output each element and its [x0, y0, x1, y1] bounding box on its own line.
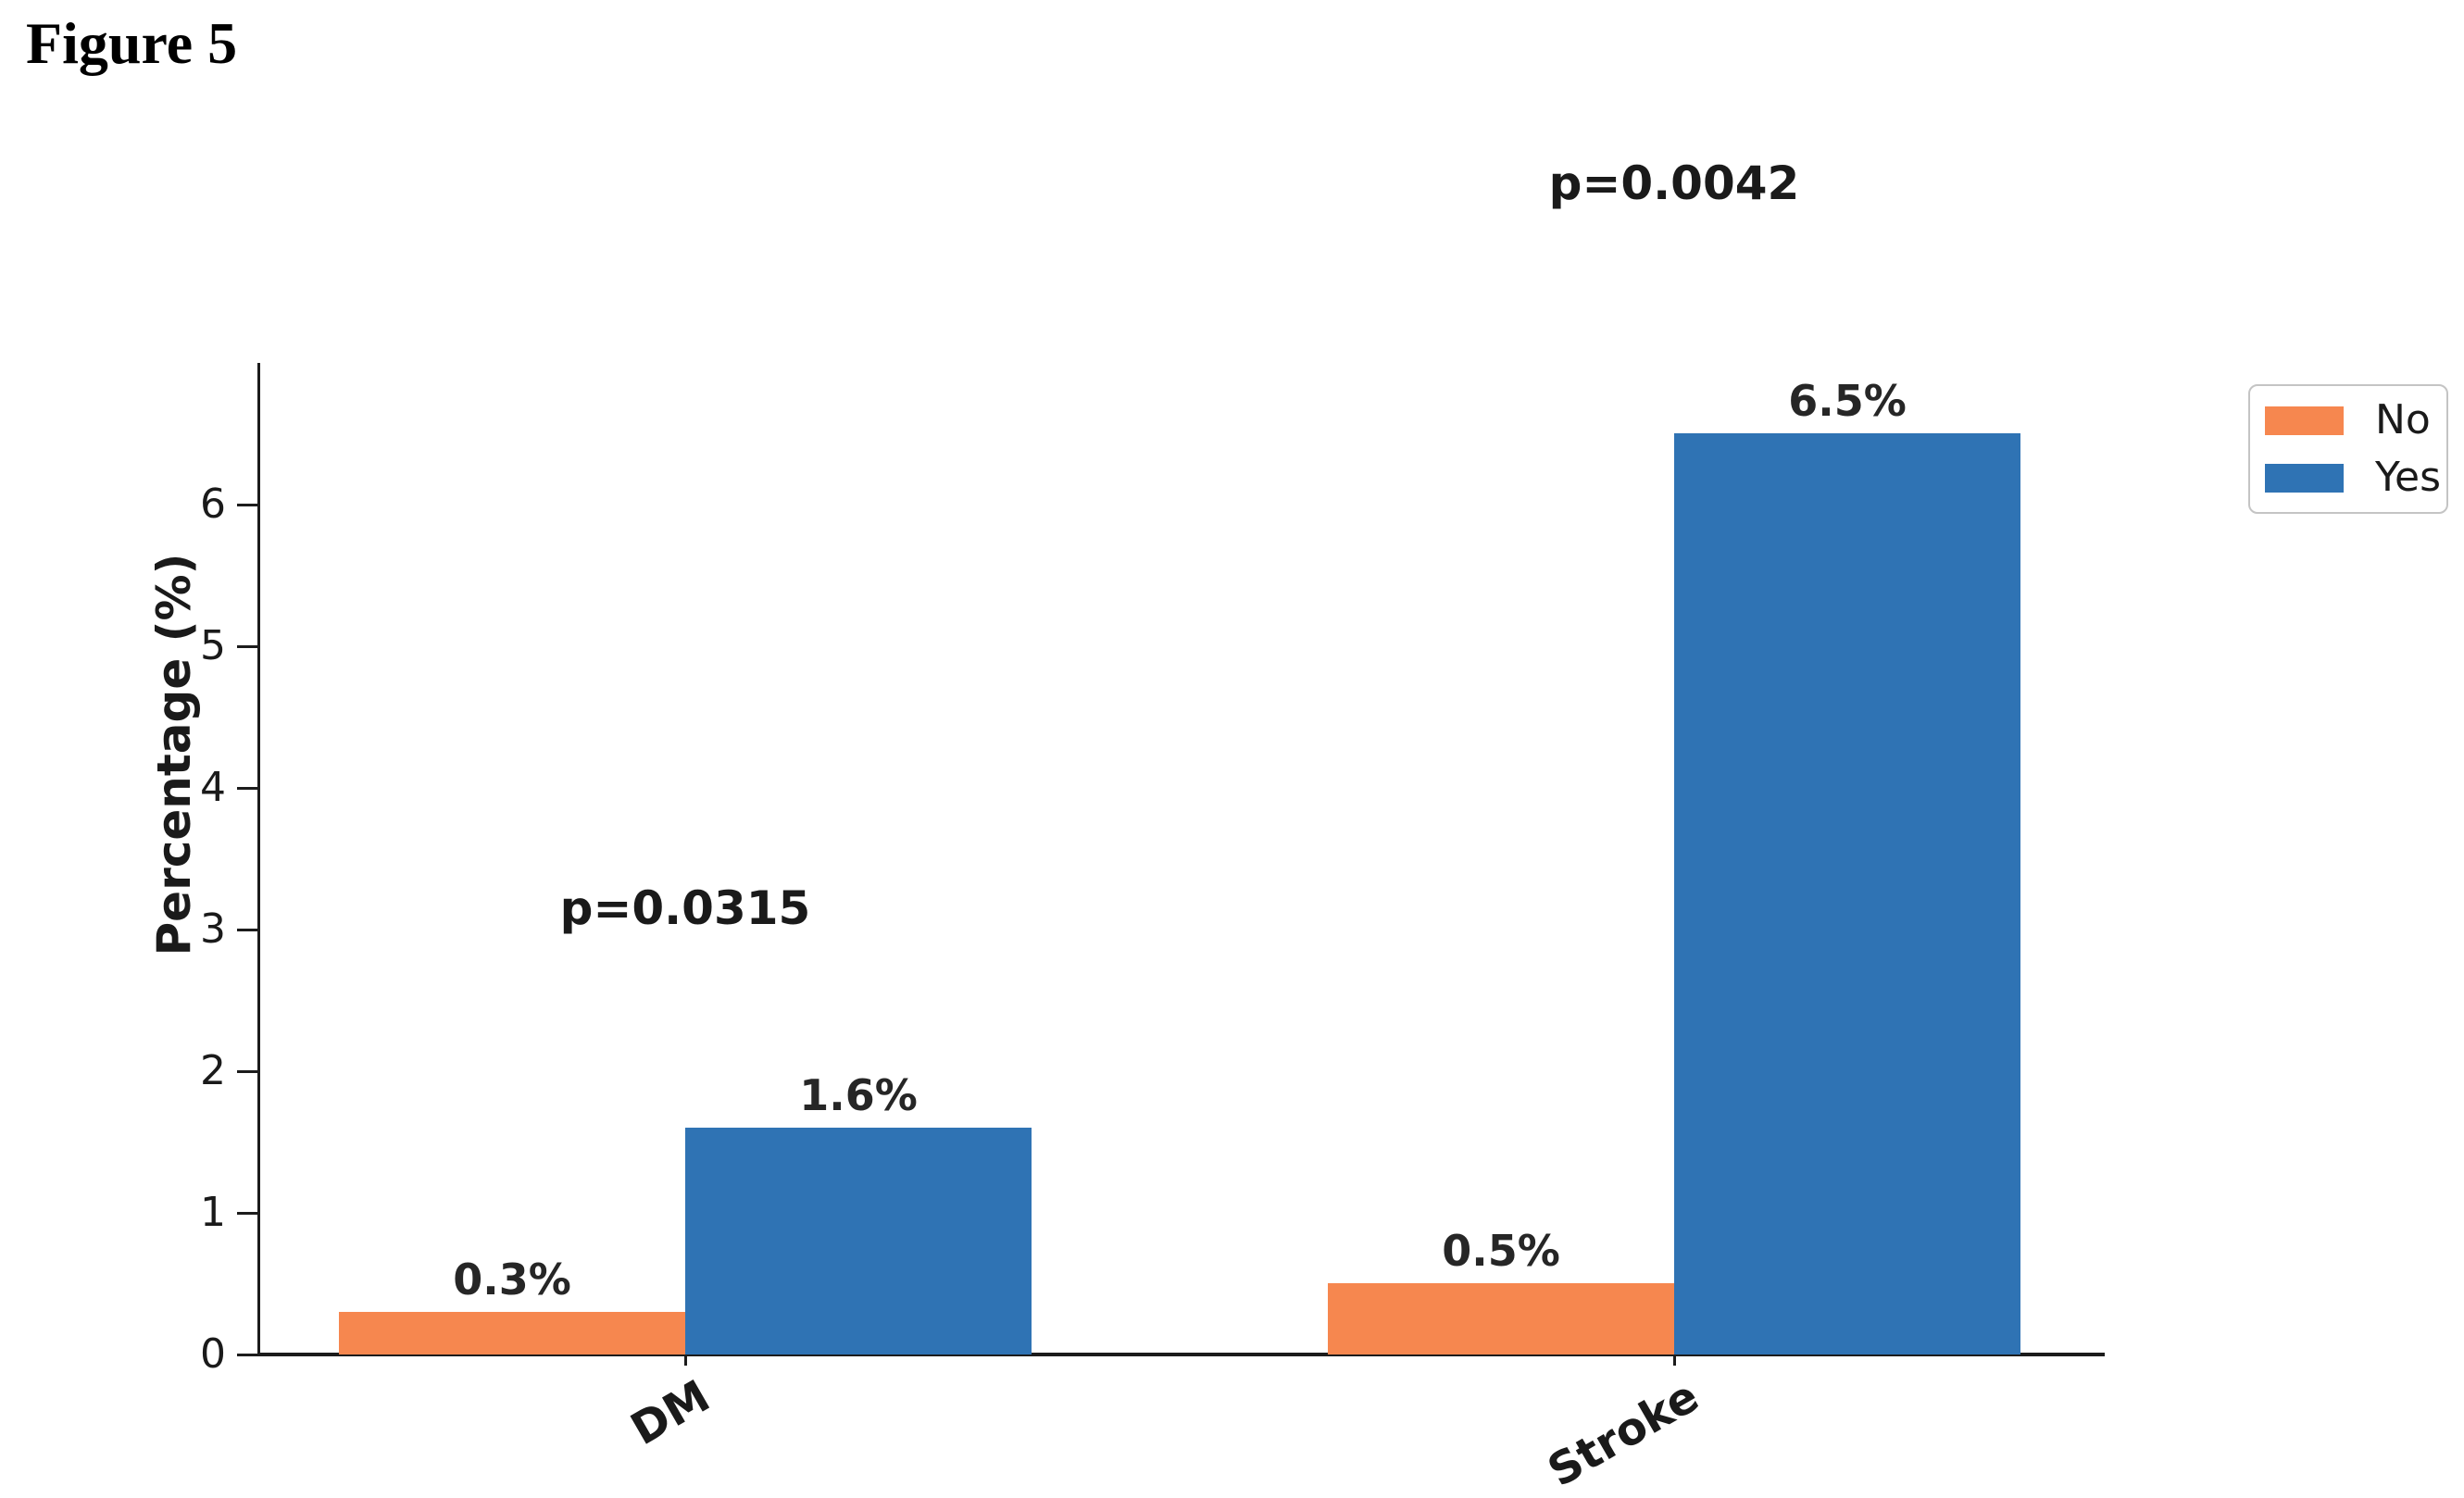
bar-stroke-yes — [1674, 433, 2020, 1354]
x-tick-label-stroke: Stroke — [1539, 1370, 1707, 1498]
legend-label-yes: Yes — [2375, 454, 2442, 501]
y-tick-mark-1 — [237, 1212, 257, 1215]
y-tick-mark-6 — [237, 504, 257, 506]
legend: No Yes — [2248, 384, 2448, 514]
y-tick-mark-0 — [237, 1354, 257, 1356]
bar-value-label-dm-yes: 1.6% — [799, 1070, 918, 1120]
y-tick-label-5: 5 — [200, 622, 226, 669]
y-axis-line — [257, 363, 260, 1356]
x-tick-mark-dm — [684, 1356, 687, 1366]
y-tick-label-2: 2 — [200, 1047, 226, 1094]
y-tick-label-4: 4 — [200, 764, 226, 811]
y-tick-mark-2 — [237, 1070, 257, 1073]
bar-dm-no — [339, 1312, 685, 1354]
bar-dm-yes — [685, 1128, 1032, 1354]
y-tick-mark-3 — [237, 929, 257, 931]
bar-stroke-no — [1328, 1283, 1674, 1354]
legend-swatch-yes — [2265, 463, 2344, 493]
y-tick-mark-4 — [237, 787, 257, 790]
bar-value-label-stroke-no: 0.5% — [1442, 1226, 1560, 1276]
y-tick-label-3: 3 — [200, 905, 226, 953]
legend-row-no: No — [2265, 400, 2432, 441]
legend-swatch-no — [2265, 406, 2344, 435]
y-tick-label-6: 6 — [200, 481, 226, 528]
legend-label-no: No — [2375, 396, 2431, 443]
x-tick-label-dm: DM — [622, 1370, 719, 1456]
bar-value-label-stroke-yes: 6.5% — [1788, 376, 1907, 426]
x-tick-mark-stroke — [1673, 1356, 1676, 1366]
y-tick-label-1: 1 — [200, 1189, 226, 1236]
p-value-dm: p=0.0315 — [559, 881, 811, 936]
y-tick-mark-5 — [237, 645, 257, 648]
y-tick-label-0: 0 — [200, 1330, 226, 1378]
figure-title: Figure 5 — [26, 10, 238, 76]
p-value-stroke: p=0.0042 — [1548, 156, 1800, 210]
bar-value-label-dm-no: 0.3% — [453, 1255, 571, 1305]
y-axis-title: Percentage (%) — [147, 553, 201, 956]
legend-row-yes: Yes — [2265, 457, 2441, 498]
x-axis-line — [257, 1353, 2105, 1356]
